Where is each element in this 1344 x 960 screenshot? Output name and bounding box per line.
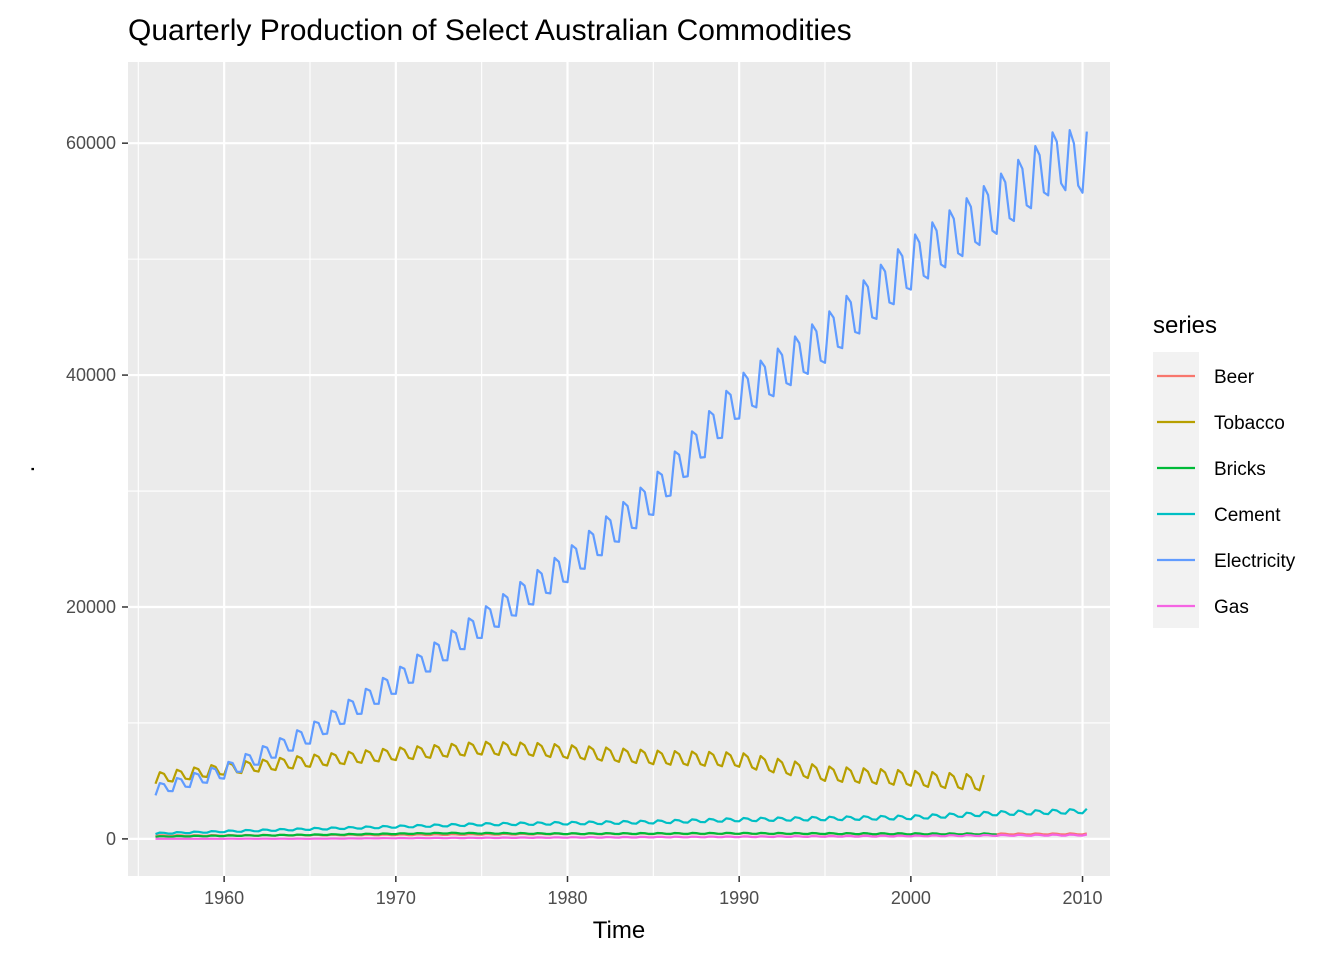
series-lines <box>154 129 1088 840</box>
y-tick-label: 0 <box>106 829 116 849</box>
y-axis: 0 20000 40000 60000 <box>66 133 128 849</box>
series-line-electricity <box>154 129 1088 796</box>
legend-label-tobacco: Tobacco <box>1214 413 1285 434</box>
x-axis-title: Time <box>593 917 645 944</box>
legend-label-electricity: Electricity <box>1214 551 1296 572</box>
legend-label-cement: Cement <box>1214 505 1281 526</box>
series-line-tobacco <box>154 740 985 792</box>
legend-title: series <box>1153 312 1217 339</box>
x-tick-label: 1990 <box>719 888 759 908</box>
x-tick-label: 2000 <box>891 888 931 908</box>
chart-title: Quarterly Production of Select Australia… <box>128 14 852 47</box>
legend: Beer Tobacco Bricks Cement Electricity Gas <box>1153 352 1296 628</box>
series-line-bricks <box>155 831 997 838</box>
x-tick-label: 2010 <box>1063 888 1103 908</box>
legend-label-beer: Beer <box>1214 367 1255 388</box>
series-line-cement <box>155 807 1088 836</box>
major-gridlines <box>128 62 1110 876</box>
x-tick-label: 1960 <box>204 888 244 908</box>
x-tick-label: 1980 <box>547 888 587 908</box>
series-line-gas <box>155 833 1088 840</box>
y-axis-title: . <box>13 466 40 473</box>
plot-panel <box>128 62 1110 876</box>
legend-label-gas: Gas <box>1214 597 1249 618</box>
y-tick-label: 60000 <box>66 133 116 153</box>
x-tick-label: 1970 <box>376 888 416 908</box>
y-tick-label: 20000 <box>66 597 116 617</box>
legend-key-background <box>1153 352 1199 628</box>
x-axis: 1960 1970 1980 1990 2000 2010 <box>204 876 1103 908</box>
legend-label-bricks: Bricks <box>1214 459 1266 480</box>
y-tick-label: 40000 <box>66 365 116 385</box>
